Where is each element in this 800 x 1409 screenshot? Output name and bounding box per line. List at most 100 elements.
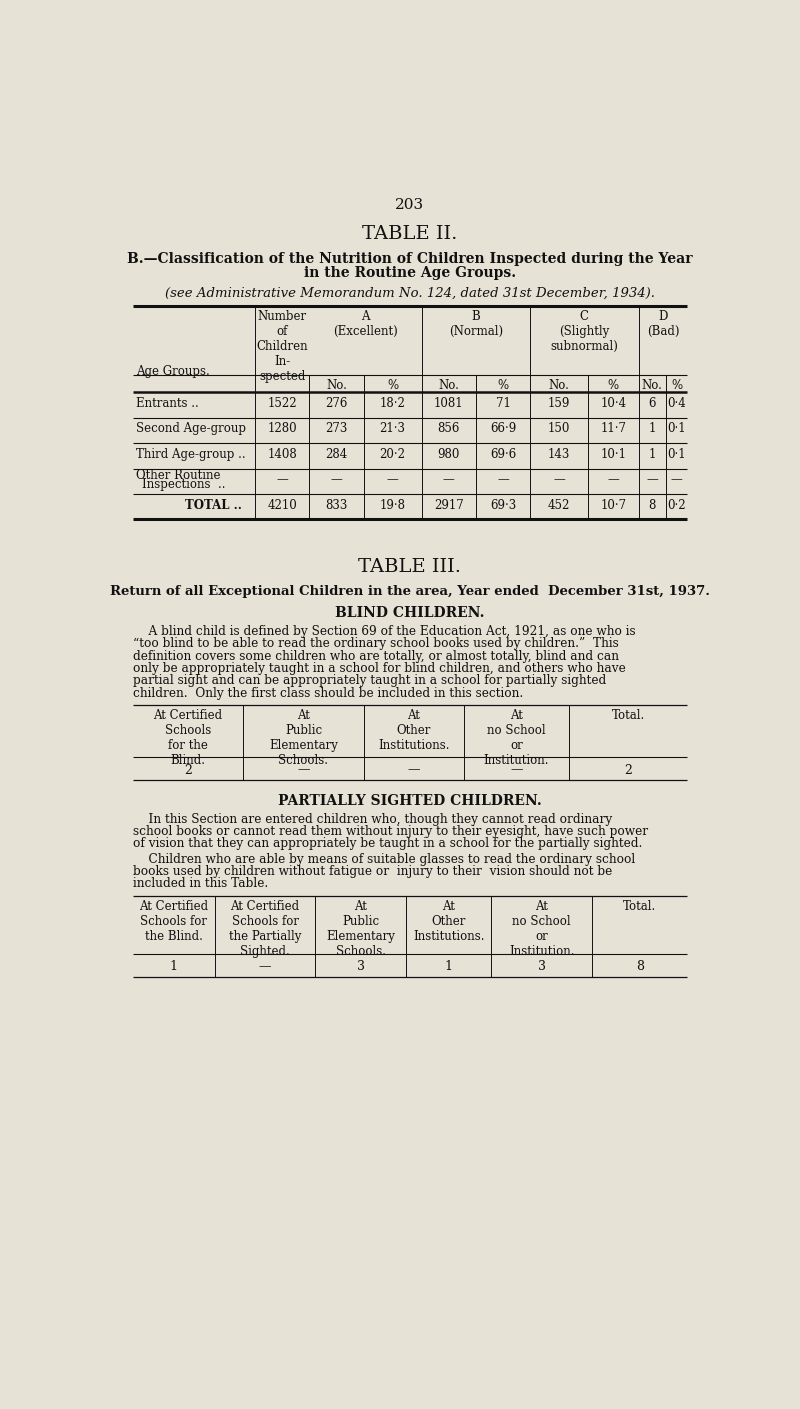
Text: 1: 1 xyxy=(170,960,178,972)
Text: —: — xyxy=(408,764,420,776)
Text: 20·2: 20·2 xyxy=(379,448,406,461)
Text: 3: 3 xyxy=(538,960,546,972)
Text: Children who are able by means of suitable glasses to read the ordinary school: Children who are able by means of suitab… xyxy=(133,852,635,867)
Text: —: — xyxy=(670,473,682,486)
Text: B
(Normal): B (Normal) xyxy=(449,310,503,338)
Text: %: % xyxy=(498,379,509,392)
Text: At Certified
Schools for
the Blind.: At Certified Schools for the Blind. xyxy=(139,900,208,943)
Text: —: — xyxy=(607,473,619,486)
Text: 150: 150 xyxy=(548,423,570,435)
Text: only be appropriately taught in a school for blind children, and others who have: only be appropriately taught in a school… xyxy=(133,662,626,675)
Text: 203: 203 xyxy=(395,199,425,213)
Text: 19·8: 19·8 xyxy=(379,499,406,511)
Text: 143: 143 xyxy=(548,448,570,461)
Text: 18·2: 18·2 xyxy=(380,397,406,410)
Text: 8: 8 xyxy=(649,499,656,511)
Text: included in this Table.: included in this Table. xyxy=(133,878,268,890)
Text: 0·4: 0·4 xyxy=(667,397,686,410)
Text: A
(Excellent): A (Excellent) xyxy=(333,310,398,338)
Text: At
Other
Institutions.: At Other Institutions. xyxy=(378,709,450,752)
Text: PARTIALLY SIGHTED CHILDREN.: PARTIALLY SIGHTED CHILDREN. xyxy=(278,795,542,809)
Text: No.: No. xyxy=(642,379,662,392)
Text: 3: 3 xyxy=(357,960,365,972)
Text: 856: 856 xyxy=(438,423,460,435)
Text: 284: 284 xyxy=(326,448,347,461)
Text: TABLE II.: TABLE II. xyxy=(362,224,458,242)
Text: Third Age-group ..: Third Age-group .. xyxy=(136,448,246,461)
Text: Second Age-group: Second Age-group xyxy=(136,423,246,435)
Text: Age Groups.: Age Groups. xyxy=(136,365,210,379)
Text: 452: 452 xyxy=(548,499,570,511)
Text: No.: No. xyxy=(438,379,459,392)
Text: 1408: 1408 xyxy=(267,448,297,461)
Text: —: — xyxy=(386,473,398,486)
Text: definition covers some children who are totally, or almost totally, blind and ca: definition covers some children who are … xyxy=(133,650,618,662)
Text: Number
of
Children
In-
spected: Number of Children In- spected xyxy=(256,310,308,383)
Text: At Certified
Schools
for the
Blind.: At Certified Schools for the Blind. xyxy=(154,709,222,766)
Text: %: % xyxy=(387,379,398,392)
Text: 8: 8 xyxy=(636,960,644,972)
Text: 1: 1 xyxy=(649,423,656,435)
Text: 1: 1 xyxy=(445,960,453,972)
Text: Total.: Total. xyxy=(623,900,657,913)
Text: —: — xyxy=(646,473,658,486)
Text: 1081: 1081 xyxy=(434,397,463,410)
Text: Entrants ..: Entrants .. xyxy=(136,397,198,410)
Text: TOTAL ..: TOTAL .. xyxy=(185,499,242,511)
Text: 1522: 1522 xyxy=(267,397,297,410)
Text: 833: 833 xyxy=(325,499,347,511)
Text: At
Public
Elementary
Schools.: At Public Elementary Schools. xyxy=(326,900,395,958)
Text: Inspections  ..: Inspections .. xyxy=(142,478,226,490)
Text: —: — xyxy=(297,764,310,776)
Text: 0·1: 0·1 xyxy=(667,448,686,461)
Text: books used by children without fatigue or  injury to their  vision should not be: books used by children without fatigue o… xyxy=(133,865,612,878)
Text: 159: 159 xyxy=(548,397,570,410)
Text: —: — xyxy=(276,473,288,486)
Text: %: % xyxy=(671,379,682,392)
Text: “too blind to be able to read the ordinary school books used by children.”  This: “too blind to be able to read the ordina… xyxy=(133,637,618,650)
Text: 0·1: 0·1 xyxy=(667,423,686,435)
Text: D
(Bad): D (Bad) xyxy=(646,310,679,338)
Text: TABLE III.: TABLE III. xyxy=(358,558,462,576)
Text: in the Routine Age Groups.: in the Routine Age Groups. xyxy=(304,266,516,280)
Text: 1: 1 xyxy=(649,448,656,461)
Text: 2: 2 xyxy=(184,764,192,776)
Text: At
no School
or
Institution.: At no School or Institution. xyxy=(509,900,574,958)
Text: 4210: 4210 xyxy=(267,499,297,511)
Text: 2: 2 xyxy=(624,764,632,776)
Text: 276: 276 xyxy=(325,397,347,410)
Text: At
Public
Elementary
Schools.: At Public Elementary Schools. xyxy=(269,709,338,766)
Text: 10·1: 10·1 xyxy=(601,448,626,461)
Text: B.—Classification of the Nutrition of Children Inspected during the Year: B.—Classification of the Nutrition of Ch… xyxy=(127,252,693,266)
Text: 11·7: 11·7 xyxy=(601,423,626,435)
Text: —: — xyxy=(510,764,523,776)
Text: —: — xyxy=(443,473,454,486)
Text: No.: No. xyxy=(549,379,570,392)
Text: In this Section are entered children who, though they cannot read ordinary: In this Section are entered children who… xyxy=(133,813,612,826)
Text: —: — xyxy=(259,960,271,972)
Text: No.: No. xyxy=(326,379,347,392)
Text: 71: 71 xyxy=(495,397,510,410)
Text: At
no School
or
Institution.: At no School or Institution. xyxy=(484,709,550,766)
Text: BLIND CHILDREN.: BLIND CHILDREN. xyxy=(335,606,485,620)
Text: C
(Slightly
subnormal): C (Slightly subnormal) xyxy=(550,310,618,354)
Text: 6: 6 xyxy=(649,397,656,410)
Text: (see Administrative Memorandum No. 124, dated 31st December, 1934).: (see Administrative Memorandum No. 124, … xyxy=(165,287,655,300)
Text: %: % xyxy=(608,379,619,392)
Text: school books or cannot read them without injury to their eyesight, have such pow: school books or cannot read them without… xyxy=(133,826,648,838)
Text: children.  Only the first class should be included in this section.: children. Only the first class should be… xyxy=(133,686,523,699)
Text: 2917: 2917 xyxy=(434,499,464,511)
Text: 69·6: 69·6 xyxy=(490,448,516,461)
Text: 10·4: 10·4 xyxy=(600,397,626,410)
Text: —: — xyxy=(330,473,342,486)
Text: of vision that they can appropriately be taught in a school for the partially si: of vision that they can appropriately be… xyxy=(133,837,642,851)
Text: 980: 980 xyxy=(438,448,460,461)
Text: At Certified
Schools for
the Partially
Sighted.: At Certified Schools for the Partially S… xyxy=(229,900,302,958)
Text: 21·3: 21·3 xyxy=(379,423,406,435)
Text: Return of all Exceptional Children in the area, Year ended  December 31st, 1937.: Return of all Exceptional Children in th… xyxy=(110,585,710,597)
Text: 0·2: 0·2 xyxy=(667,499,686,511)
Text: 1280: 1280 xyxy=(267,423,297,435)
Text: Other Routine: Other Routine xyxy=(136,469,220,482)
Text: 69·3: 69·3 xyxy=(490,499,516,511)
Text: —: — xyxy=(554,473,565,486)
